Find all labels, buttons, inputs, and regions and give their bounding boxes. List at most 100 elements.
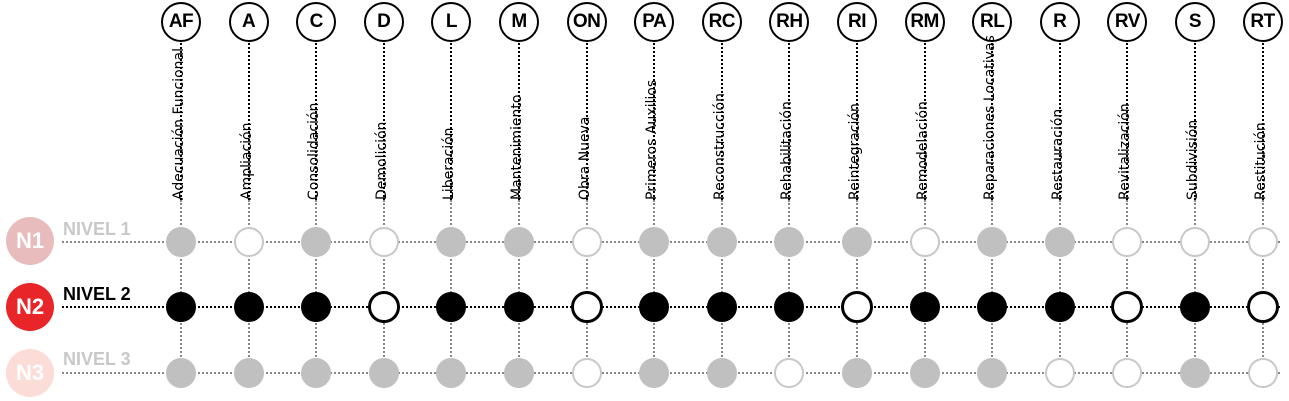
intervention-code-badge: C [296,2,337,42]
intervention-code-badge: PA [634,2,675,42]
level-row-line [62,372,1280,374]
intervention-name-text: Ampliación [238,122,255,201]
column-guide-line [1261,40,1264,200]
intervention-code-badge: RH [769,2,810,42]
allowed-dot [706,292,737,322]
intervention-name-text: Reparaciones Locativas [982,35,999,200]
column-guide-line [1126,40,1129,200]
column-guide-line [585,40,588,200]
intervention-name-text: Reintegración [847,103,863,200]
column-guide-line [991,40,994,200]
allowed-dot [706,227,737,257]
allowed-dot [774,292,805,322]
intervention-name-text: Demolición [373,121,390,200]
column-guide-line [720,40,723,200]
not-allowed-dot [1180,227,1210,257]
allowed-dot [233,358,264,388]
intervention-code-badge: D [363,2,404,42]
intervention-name-text: Restauración [1049,108,1066,200]
intervention-code-badge: A [228,2,269,42]
allowed-dot [977,292,1008,322]
allowed-dot [504,227,534,257]
column-guide-line [180,40,182,200]
intervention-name-text: Reconstrucción [711,93,728,200]
allowed-dot [977,227,1008,257]
column-guide-line [923,40,926,200]
allowed-dot [1044,292,1075,322]
intervention-code-badge: S [1175,2,1215,42]
intervention-name-text: Liberación [441,127,458,200]
intervention-code-badge: M [499,2,539,42]
not-allowed-dot [571,358,602,388]
column-guide-line [856,40,858,200]
column-guide-line [315,40,318,200]
intervention-code-badge: RM [904,2,945,42]
allowed-dot [706,358,737,388]
allowed-dot [639,227,670,257]
not-allowed-dot [1112,227,1143,257]
intervention-name-text: Mantenimiento [509,94,525,200]
level-label: NIVEL 2 [63,284,131,304]
allowed-dot [301,292,332,322]
level-row-line [62,306,1280,308]
allowed-dot [639,358,670,388]
intervention-name-text: Rehabilitación [779,101,796,200]
level-label: NIVEL 3 [63,349,131,369]
not-allowed-dot [1246,291,1279,323]
intervention-name-text: Remodelación [914,101,931,200]
allowed-dot [639,292,670,322]
intervention-code-badge: ON [566,2,607,42]
intervention-name-text: Consolidación [306,102,323,200]
intervention-name-text: Obra Nueva [576,116,593,200]
allowed-dot [301,358,332,388]
not-allowed-dot [841,291,873,323]
intervention-code-badge: R [1039,2,1080,42]
intervention-name-text: Primeros Auxilios [644,79,661,200]
intervention-code-badge: RV [1107,2,1148,42]
not-allowed-dot [774,358,805,388]
allowed-dot [774,227,805,257]
not-allowed-dot [1247,358,1278,388]
not-allowed-dot [570,291,603,323]
allowed-dot [842,358,872,388]
not-allowed-dot [1111,291,1144,323]
column-guide-line [1194,40,1196,200]
allowed-dot [1044,227,1075,257]
column-guide-line [653,40,656,200]
allowed-dot [909,292,940,322]
not-allowed-dot [571,227,602,257]
column-guide-line [518,40,520,200]
allowed-dot [504,292,534,322]
not-allowed-dot [909,227,940,257]
allowed-dot [166,227,196,257]
intervention-code-badge: AF [161,2,201,42]
allowed-dot [977,358,1008,388]
not-allowed-dot [1044,358,1075,388]
not-allowed-dot [1112,358,1143,388]
allowed-dot [436,227,467,257]
column-guide-line [382,40,385,200]
intervention-code-badge: RT [1242,2,1283,42]
not-allowed-dot [233,227,264,257]
level-badge-n1: N1 [6,217,54,265]
intervention-code-badge: L [431,2,472,42]
allowed-dot [368,358,399,388]
column-guide-line [247,40,250,200]
allowed-dot [909,358,940,388]
intervention-code-badge: RC [701,2,742,42]
intervention-name-text: Adecuación Funcional [171,48,187,200]
intervention-code-badge: RL [972,2,1013,42]
allowed-dot [1180,358,1210,388]
column-guide-line [788,40,791,200]
level-badge-n3: N3 [6,349,54,397]
allowed-dot [504,358,534,388]
level-row-line [62,241,1280,243]
allowed-dot [1180,292,1210,322]
intervention-name-text: Restitución [1252,122,1269,200]
not-allowed-dot [367,291,400,323]
intervention-name-text: Revitalización [1117,103,1134,200]
level-badge-n2: N2 [6,283,54,331]
allowed-dot [166,292,196,322]
allowed-dot [436,292,467,322]
